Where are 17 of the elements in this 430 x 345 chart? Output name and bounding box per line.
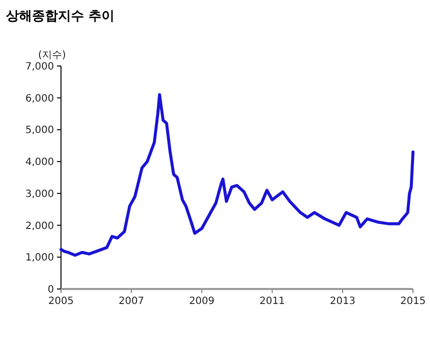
chart-title: 상해종합지수 추이 [6,9,115,24]
y-tick-label: 3,000 [25,188,54,200]
y-tick-label: 2,000 [25,220,54,232]
x-tick-label: 2007 [118,296,144,307]
y-tick-label: 1,000 [25,252,54,264]
x-tick-label: 2013 [330,296,356,307]
x-tick-label: 2015 [400,296,426,307]
line-series [60,93,414,257]
y-axis-title: (지수) [38,50,66,61]
x-tick-label: 2009 [189,296,215,307]
y-tick-label: 4,000 [25,157,54,168]
y-tick-label: 5,000 [25,125,54,136]
y-tick-label: 6,000 [25,93,54,104]
y-tick-label: 7,000 [25,62,54,72]
x-tick-label: 2005 [48,296,74,307]
y-tick-label: 0 [48,284,54,296]
x-tick-label: 2011 [259,296,285,307]
